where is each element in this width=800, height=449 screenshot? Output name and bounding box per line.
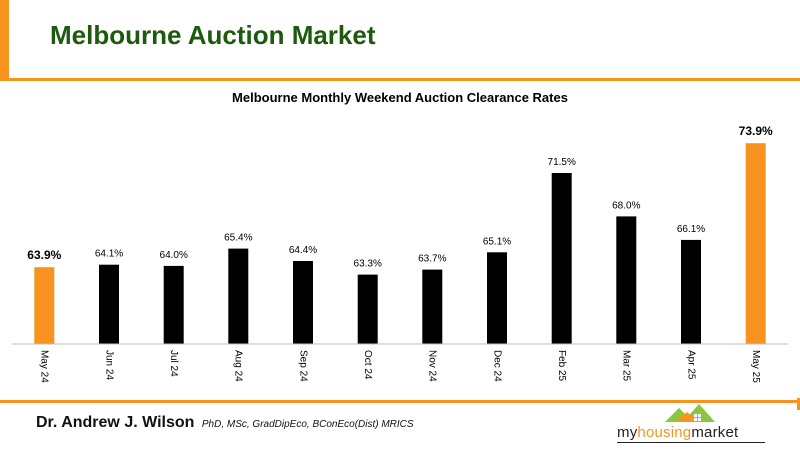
value-label-oct-24: 63.3% [354,259,382,270]
logo-wordmark: myhousingmarket [617,424,738,441]
bar-oct-24 [357,274,378,344]
x-tick-label-apr-25: Apr 25 [685,350,696,380]
bar-may-24 [34,267,55,344]
x-tick-label-mar-25: Mar 25 [621,350,632,382]
bar-jun-24 [99,264,119,344]
x-tick-label-may-24: May 24 [39,350,50,383]
x-tick-label-feb-25: Feb 25 [556,350,567,382]
x-tick-label-nov-24: Nov 24 [427,350,438,382]
value-label-jun-24: 64.1% [95,249,123,260]
bars-layer: 63.9% May 24 64.1% Jun 24 64.0% Jul 24 65.4% Au… [27,124,773,383]
value-label-mar-25: 68.0% [612,200,640,211]
left-accent-bar [0,0,9,78]
edge-accent [797,398,800,410]
value-label-nov-24: 63.7% [418,254,446,265]
bar-mar-25 [616,216,637,344]
x-tick-label-dec-24: Dec 24 [491,350,502,382]
value-label-may-25: 73.9% [739,124,773,138]
x-tick-label-aug-24: Aug 24 [233,350,244,382]
x-tick-label-sep-24: Sep 24 [297,350,308,382]
footer-divider [0,400,800,403]
bar-may-25 [745,143,766,344]
page-title: Melbourne Auction Market [50,20,376,50]
bar-apr-25 [681,239,701,344]
value-label-may-24: 63.9% [27,248,61,262]
bar-dec-24 [487,252,507,344]
value-label-dec-24: 65.1% [483,236,511,247]
value-label-aug-24: 65.4% [224,233,252,244]
brand-logo: myhousingmarket [617,402,767,444]
x-tick-label-jun-24: Jun 24 [103,350,114,380]
chart-container: Melbourne Monthly Weekend Auction Cleara… [0,82,800,400]
logo-word-housing: housing [637,424,692,441]
author-name: Dr. Andrew J. Wilson [36,414,195,431]
bar-feb-25 [551,173,572,344]
logo-word-market: market [691,424,739,441]
value-label-feb-25: 71.5% [548,157,576,168]
x-tick-label-may-25: May 25 [750,350,761,383]
x-tick-label-oct-24: Oct 24 [362,350,373,380]
logo-underline [617,442,765,443]
value-label-apr-25: 66.1% [677,224,705,235]
bar-chart: Melbourne Monthly Weekend Auction Cleara… [12,90,788,383]
bar-aug-24 [228,248,249,344]
bar-nov-24 [422,269,443,344]
x-tick-label-jul-24: Jul 24 [168,350,179,377]
bar-jul-24 [163,265,184,344]
house-logo-icon [665,404,715,422]
bar-sep-24 [293,261,313,344]
value-label-jul-24: 64.0% [160,250,188,261]
logo-word-my: my [617,424,638,441]
author-block: Dr. Andrew J. Wilson PhD, MSc, GradDipEc… [36,414,414,432]
author-credentials: PhD, MSc, GradDipEco, BConEco(Dist) MRIC… [201,419,414,430]
title-divider [0,78,800,81]
value-label-sep-24: 64.4% [289,245,317,256]
chart-title: Melbourne Monthly Weekend Auction Cleara… [232,90,568,105]
